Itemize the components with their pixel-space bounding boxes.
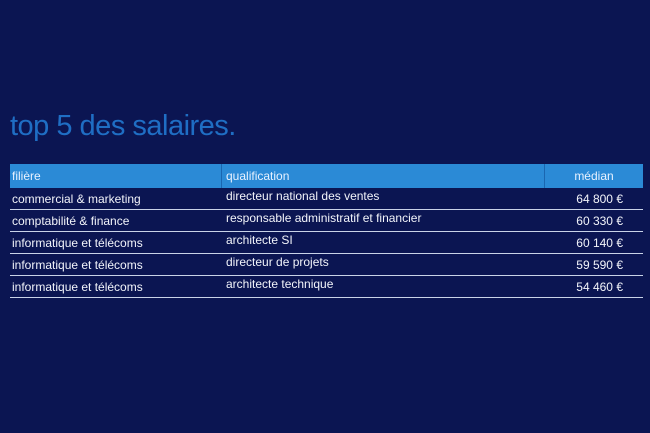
- header-qualification: qualification: [222, 164, 545, 188]
- header-filiere: filière: [10, 164, 222, 188]
- median-cell: 59 590 €: [576, 257, 623, 272]
- qualification-cell: responsable administratif et financier: [222, 210, 545, 231]
- qualification-cell: directeur de projets: [222, 254, 545, 275]
- filiere-cell: commercial & marketing: [10, 188, 222, 209]
- header-median: médian: [574, 169, 614, 183]
- table-row: informatique et télécoms architecte techn…: [10, 276, 643, 298]
- table-header: filière qualification médian: [10, 164, 643, 188]
- table-row: informatique et télécoms directeur de pro…: [10, 254, 643, 276]
- filiere-cell: informatique et télécoms: [10, 276, 222, 297]
- median-cell: 64 800 €: [576, 191, 623, 206]
- salary-table: filière qualification médian commercial …: [10, 164, 643, 298]
- table-row: commercial & marketing directeur national…: [10, 188, 643, 210]
- median-cell: 60 330 €: [576, 213, 623, 228]
- qualification-cell: architecte SI: [222, 232, 545, 253]
- table-row: comptabilité & finance responsable admini…: [10, 210, 643, 232]
- qualification-cell: architecte technique: [222, 276, 545, 297]
- median-cell: 60 140 €: [576, 235, 623, 250]
- slide-title: top 5 des salaires.: [10, 110, 236, 142]
- filiere-cell: informatique et télécoms: [10, 254, 222, 275]
- qualification-cell: directeur national des ventes: [222, 188, 545, 209]
- filiere-cell: comptabilité & finance: [10, 210, 222, 231]
- table-row: informatique et télécoms architecte SI 60 …: [10, 232, 643, 254]
- median-cell: 54 460 €: [576, 279, 623, 294]
- filiere-cell: informatique et télécoms: [10, 232, 222, 253]
